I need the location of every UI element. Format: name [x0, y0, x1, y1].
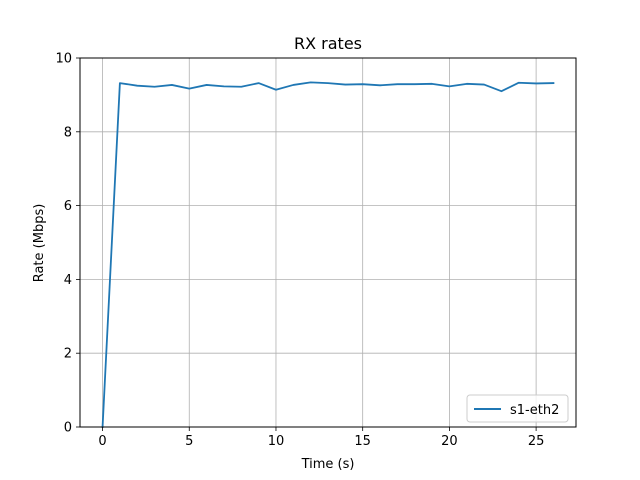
x-axis-label: Time (s) — [301, 457, 355, 472]
x-tick-label: 5 — [185, 434, 193, 449]
legend-box — [466, 394, 569, 423]
y-tick-label: 6 — [64, 199, 72, 214]
y-tick-label: 2 — [64, 347, 72, 362]
x-tick-label: 20 — [441, 434, 458, 449]
y-axis-label: Rate (Mbps) — [32, 204, 47, 283]
y-tick-label: 0 — [64, 421, 72, 436]
x-tick-label: 25 — [528, 434, 545, 449]
x-axis: 0 5 10 15 20 25 — [98, 427, 544, 449]
y-tick-label: 8 — [64, 125, 72, 140]
x-tick-label: 10 — [268, 434, 285, 449]
grid-lines — [80, 57, 576, 428]
series-layer — [101, 81, 555, 428]
legend: s1-eth2 — [466, 394, 569, 423]
series-line-s1-eth2 — [101, 81, 555, 428]
legend-label-s1-eth2: s1-eth2 — [510, 403, 559, 418]
x-tick-label: 15 — [354, 434, 371, 449]
y-axis: 0 2 4 6 8 10 — [55, 52, 80, 436]
y-tick-label: 4 — [64, 273, 72, 288]
x-tick-label: 0 — [98, 434, 106, 449]
y-tick-label: 10 — [55, 52, 72, 67]
chart-title: RX rates — [294, 34, 362, 53]
plot-frame — [79, 57, 577, 428]
